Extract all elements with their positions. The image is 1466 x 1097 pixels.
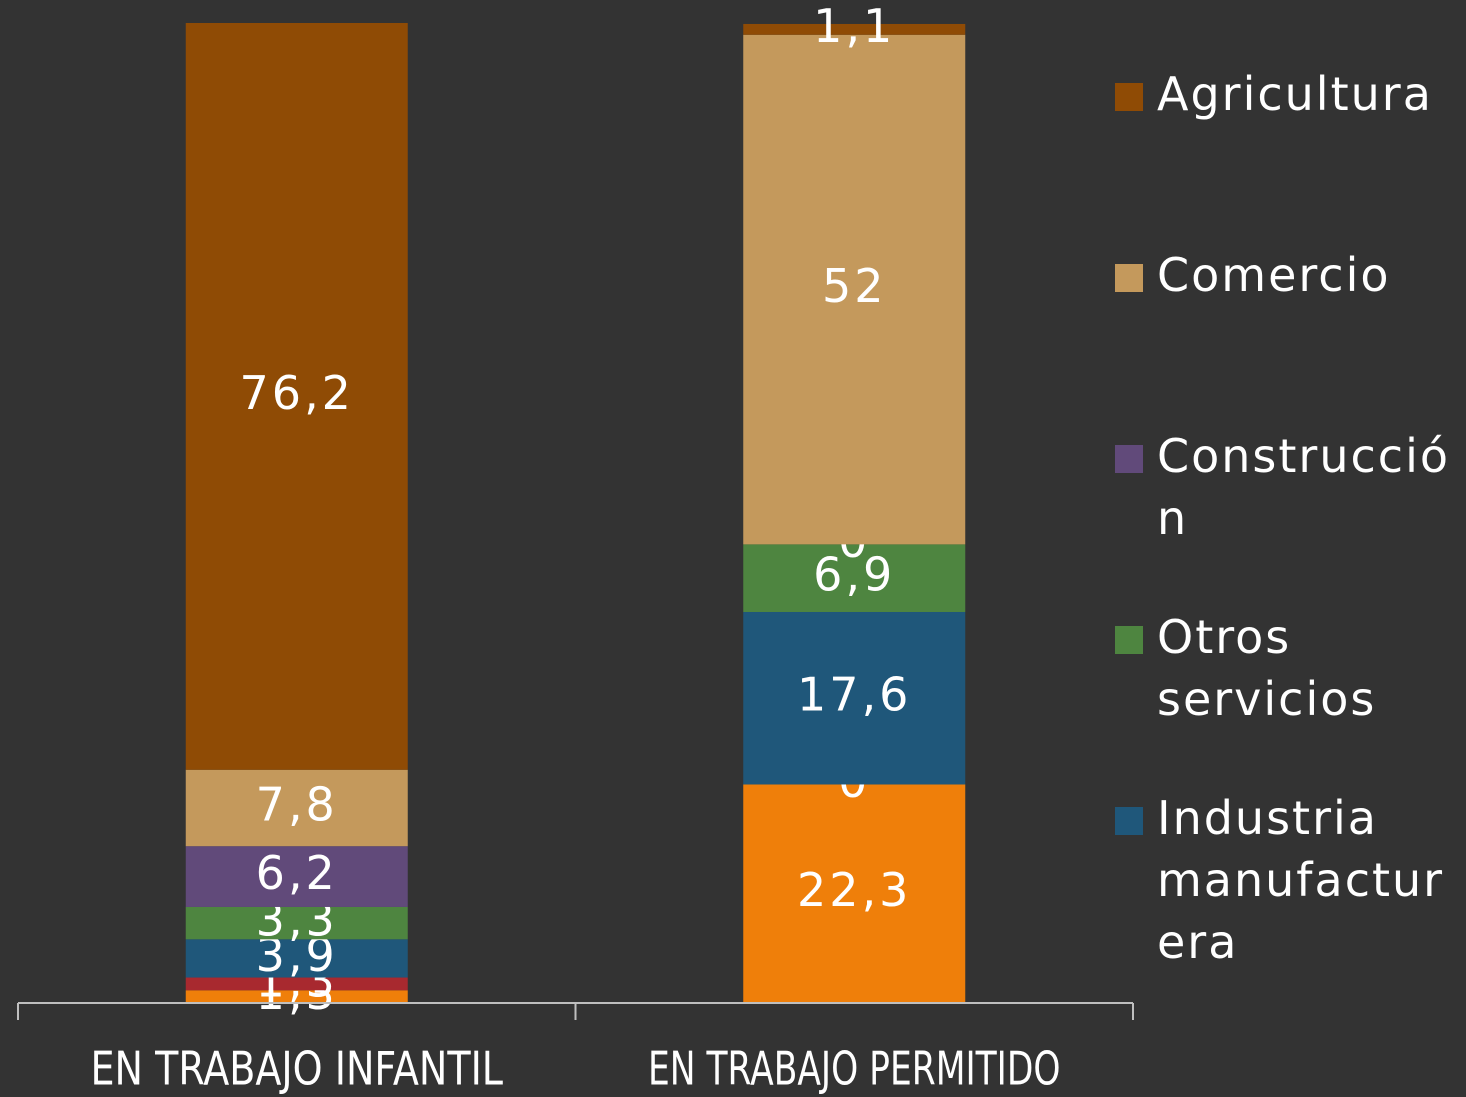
legend-line: Comercio — [1157, 248, 1391, 302]
data-label: 17,6 — [797, 668, 911, 722]
legend-label: Comercio — [1157, 248, 1391, 302]
legend-label: Otros servicios — [1157, 610, 1376, 726]
legend-swatch — [1115, 264, 1143, 292]
bar-segment — [743, 611, 966, 785]
x-tick-label: EN TRABAJO PERMITIDO — [648, 1042, 1061, 1096]
bar-segment — [185, 23, 408, 770]
legend-label: Industria manufactur era — [1157, 791, 1444, 969]
legend-line: manufactur — [1157, 853, 1444, 907]
bar-segment — [743, 544, 966, 612]
data-label: 6,2 — [256, 846, 338, 900]
bar-segment — [743, 784, 966, 1003]
data-label: 22,3 — [797, 863, 911, 917]
x-tick-label: EN TRABAJO INFANTIL — [90, 1042, 503, 1096]
legend-line: servicios — [1157, 672, 1376, 726]
legend-line: Industria — [1157, 791, 1378, 845]
data-label: 1,1 — [813, 0, 895, 53]
bar-segment — [185, 977, 408, 991]
bar-segment — [743, 23, 966, 35]
data-label: 52 — [822, 259, 887, 313]
data-label: 76,2 — [240, 366, 354, 420]
bar-segment — [185, 846, 408, 907]
legend-line: Otros — [1157, 610, 1291, 664]
data-label: 7,8 — [256, 777, 338, 831]
legend-label: Construcció n — [1157, 429, 1450, 545]
legend-swatch — [1115, 445, 1143, 473]
legend-swatch — [1115, 83, 1143, 111]
data-label: 6,9 — [813, 548, 895, 602]
legend-line: era — [1157, 915, 1238, 969]
legend-swatch — [1115, 807, 1143, 835]
bar-segment — [185, 939, 408, 978]
legend-label: Agricultura — [1157, 67, 1433, 121]
legend-line: Agricultura — [1157, 67, 1433, 121]
legend-line: Construcció — [1157, 429, 1450, 483]
legend-swatch — [1115, 626, 1143, 654]
bar-segment — [743, 34, 966, 545]
bar-segment — [185, 990, 408, 1003]
bar-segment — [185, 906, 408, 940]
bar-segment — [185, 769, 408, 847]
legend-line: n — [1157, 491, 1188, 545]
